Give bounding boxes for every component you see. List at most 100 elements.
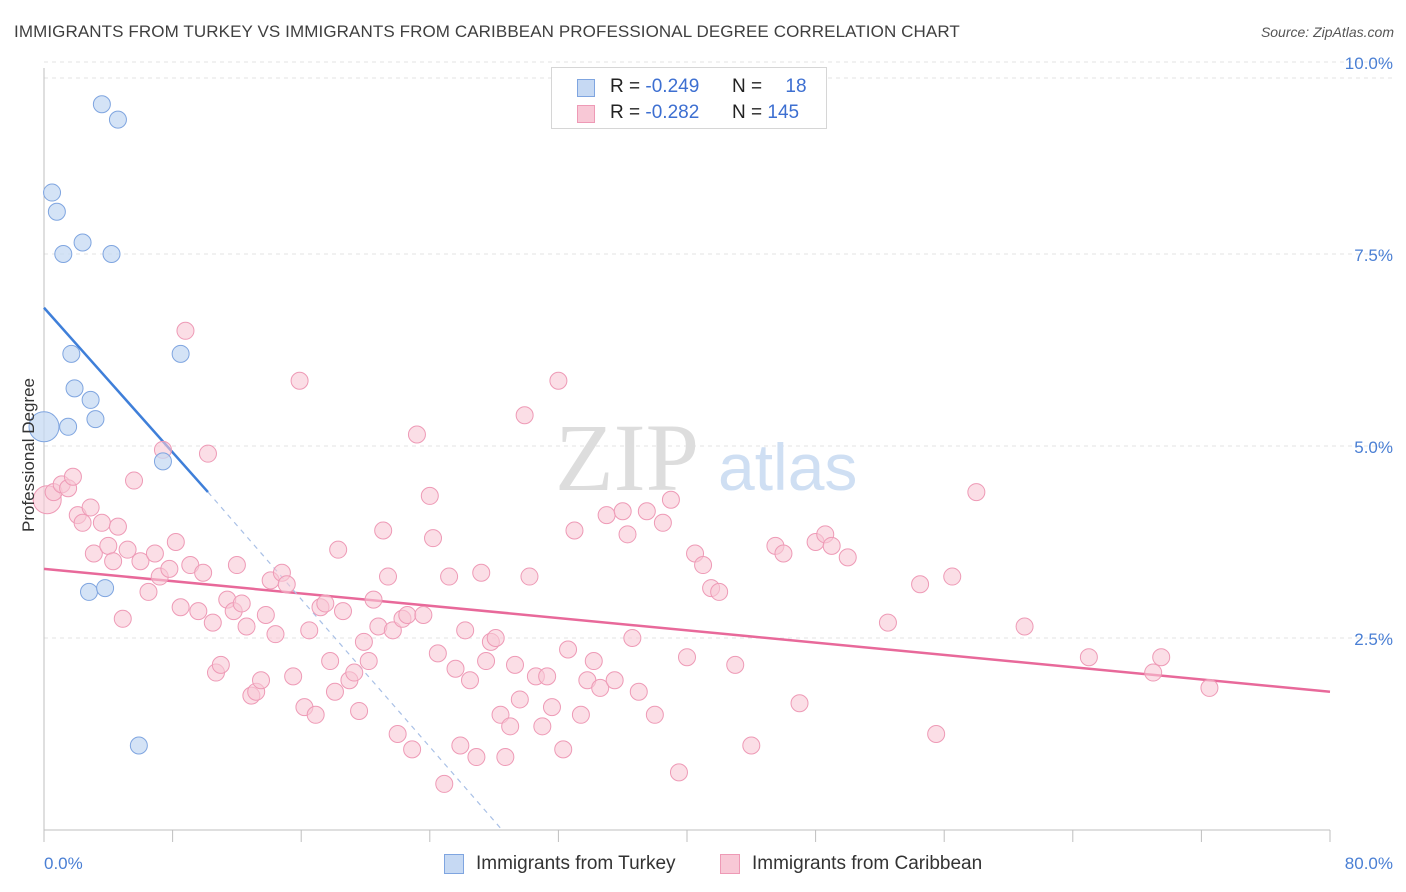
caribbean-point [486, 629, 505, 647]
caribbean-swatch [577, 105, 595, 123]
caribbean-point [81, 498, 100, 517]
caribbean-point [467, 748, 486, 767]
caribbean-point [967, 483, 986, 502]
caribbean-point [211, 655, 230, 674]
y-tick-label: 2.5% [1354, 630, 1393, 649]
caribbean-point [927, 725, 946, 743]
turkey-point [28, 411, 60, 443]
caribbean-point [491, 705, 510, 724]
caribbean-point [414, 605, 433, 624]
caribbean-point [118, 540, 137, 559]
turkey-point [171, 344, 190, 363]
y-tick-label: 5.0% [1354, 438, 1393, 457]
caribbean-point [533, 717, 552, 736]
legend-n-caribbean: N = 145 [732, 102, 800, 123]
caribbean-point [678, 648, 696, 667]
caribbean-point [822, 536, 841, 555]
caribbean-point [345, 663, 364, 682]
caribbean-point [838, 548, 857, 567]
caribbean-point [505, 655, 524, 674]
caribbean-point [252, 671, 271, 690]
turkey-trend-line [43, 306, 209, 493]
caribbean-point [266, 625, 285, 644]
caribbean-point [549, 371, 568, 390]
turkey-swatch [577, 79, 595, 97]
caribbean-point [284, 667, 303, 686]
caribbean-point [584, 652, 603, 671]
caribbean-point [1079, 648, 1098, 667]
caribbean-point [911, 575, 930, 594]
caribbean-point [538, 667, 557, 686]
caribbean-legend-label: Immigrants from Caribbean [752, 853, 983, 874]
caribbean-point [194, 563, 213, 582]
caribbean-point [290, 371, 309, 390]
caribbean-point [591, 678, 610, 697]
caribbean-point [726, 655, 745, 674]
caribbean-point [943, 567, 962, 586]
caribbean-point [774, 544, 793, 563]
legend-n-turkey: N = 18 [732, 76, 807, 97]
caribbean-point [515, 406, 534, 425]
caribbean-point [440, 567, 459, 586]
x-tick-label-min: 0.0% [44, 854, 83, 873]
turkey-point [86, 410, 105, 429]
caribbean-point [571, 705, 590, 724]
caribbean-point [446, 659, 465, 678]
turkey-point [62, 344, 81, 363]
caribbean-point [125, 471, 144, 490]
caribbean-point [73, 513, 92, 532]
caribbean-point [113, 609, 132, 628]
caribbean-point [790, 694, 809, 713]
caribbean-point [496, 748, 515, 767]
caribbean-point [472, 563, 491, 582]
caribbean-point [232, 594, 251, 613]
turkey-point [80, 582, 99, 601]
caribbean-point [256, 605, 275, 624]
caribbean-point [477, 652, 496, 671]
caribbean-point [407, 425, 426, 444]
caribbean-point [398, 605, 417, 624]
correlation-legend: R = -0.249 N = 18 R = -0.282 N = 145 [551, 67, 827, 129]
caribbean-point [350, 701, 369, 720]
turkey-point [47, 202, 66, 221]
turkey-point [54, 245, 73, 263]
turkey-point [92, 95, 111, 114]
caribbean-point [227, 556, 246, 575]
y-tick-label: 10.0% [1345, 54, 1393, 73]
grid-lines [44, 61, 1393, 639]
caribbean-point [104, 552, 123, 571]
caribbean-point [742, 736, 761, 755]
caribbean-point [145, 544, 164, 563]
caribbean-point [710, 582, 729, 601]
caribbean-legend-swatch [720, 854, 740, 874]
caribbean-point [613, 502, 632, 521]
caribbean-point [63, 467, 82, 486]
caribbean-point [108, 517, 127, 536]
caribbean-point [645, 705, 664, 724]
caribbean-point [618, 525, 637, 544]
caribbean-point [325, 682, 344, 701]
caribbean-point [171, 598, 190, 617]
caribbean-point [359, 652, 378, 671]
caribbean-point [364, 590, 383, 609]
caribbean-point [321, 652, 340, 671]
turkey-trend-extension [207, 491, 503, 831]
caribbean-point [176, 321, 195, 340]
caribbean-point [623, 629, 642, 647]
caribbean-point [597, 506, 616, 525]
caribbean-point [92, 513, 111, 532]
caribbean-point [203, 613, 222, 632]
caribbean-point [451, 736, 470, 755]
caribbean-point [383, 621, 402, 640]
caribbean-point [637, 502, 656, 521]
caribbean-point [501, 717, 520, 736]
turkey-point [81, 390, 100, 409]
caribbean-point [131, 552, 150, 571]
caribbean-point [1200, 678, 1219, 697]
caribbean-point [1152, 648, 1171, 667]
caribbean-point [403, 740, 422, 759]
caribbean-point [456, 621, 475, 640]
caribbean-point [99, 536, 118, 555]
turkey-point [59, 417, 78, 436]
caribbean-point [198, 444, 217, 463]
